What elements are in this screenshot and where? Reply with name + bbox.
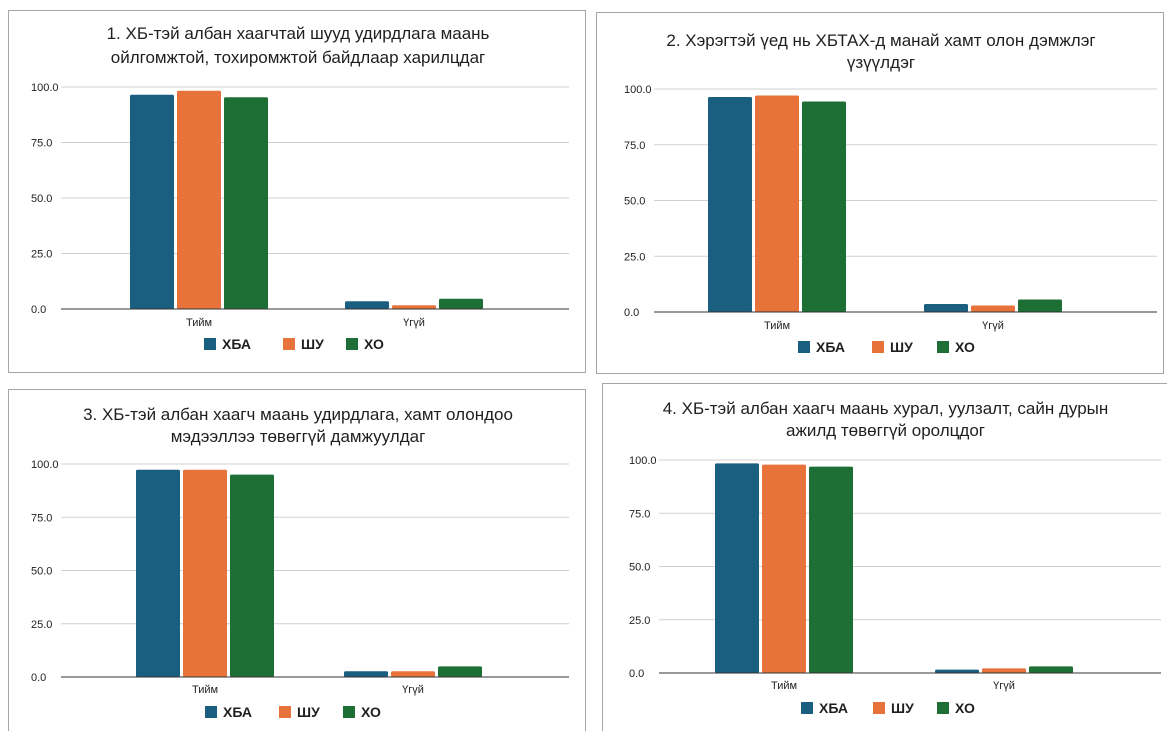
legend-swatch-хо <box>937 341 949 353</box>
bar-үгүй-шу <box>982 668 1026 673</box>
legend-swatch-шу <box>873 702 885 714</box>
bar-тийм-хба <box>130 94 174 310</box>
bar-үгүй-хба <box>924 303 968 312</box>
legend-label: ШУ <box>301 336 324 352</box>
y-tick-label: 50.0 <box>31 193 52 205</box>
legend-swatch-шу <box>283 338 295 350</box>
legend-label: ХО <box>955 339 975 355</box>
bar-chart: 2. Хэрэгтэй үед нь ХБТАХ-д манай хамт ол… <box>624 31 1157 355</box>
y-tick-label: 75.0 <box>31 138 52 150</box>
y-tick-label: 50.0 <box>629 562 650 574</box>
chart-title-line: үзүүлдэг <box>847 53 915 72</box>
y-tick-label: 100.0 <box>629 455 657 467</box>
legend-swatch-хба <box>205 706 217 718</box>
y-tick-label: 75.0 <box>624 140 645 152</box>
bar-үгүй-хо <box>439 298 483 309</box>
bar-үгүй-шу <box>392 305 436 309</box>
y-tick-label: 100.0 <box>624 84 652 96</box>
legend-swatch-хба <box>798 341 810 353</box>
legend-swatch-хба <box>801 702 813 714</box>
bar-тийм-шу <box>755 95 799 312</box>
chart-title-line: 2. Хэрэгтэй үед нь ХБТАХ-д манай хамт ол… <box>666 31 1095 50</box>
x-tick-label: Тийм <box>764 320 790 332</box>
bar-тийм-хба <box>715 463 759 673</box>
legend-swatch-шу <box>872 341 884 353</box>
bar-үгүй-шу <box>971 305 1015 312</box>
y-tick-label: 75.0 <box>629 508 650 520</box>
bar-үгүй-хба <box>345 301 389 309</box>
bar-тийм-хо <box>809 466 853 673</box>
y-tick-label: 0.0 <box>629 668 644 680</box>
y-tick-label: 100.0 <box>31 459 59 471</box>
legend-swatch-хо <box>937 702 949 714</box>
bar-үгүй-шу <box>391 671 435 677</box>
y-tick-label: 0.0 <box>624 307 639 319</box>
x-tick-label: Үгүй <box>403 317 425 329</box>
x-tick-label: Тийм <box>186 317 212 329</box>
legend-swatch-хба <box>204 338 216 350</box>
legend-label: ХО <box>361 704 381 720</box>
bar-тийм-хба <box>136 469 180 677</box>
chart-title-line: ойлгомжтой, тохиромжтой байдлаар харилцд… <box>111 48 485 67</box>
x-tick-label: Тийм <box>192 684 218 696</box>
bar-үгүй-хо <box>438 666 482 677</box>
bar-тийм-хо <box>230 474 274 677</box>
y-tick-label: 25.0 <box>624 251 645 263</box>
bar-тийм-шу <box>762 464 806 673</box>
legend-swatch-хо <box>343 706 355 718</box>
x-tick-label: Үгүй <box>993 680 1015 692</box>
chart-panel-1: 1. ХБ-тэй албан хаагчтай шууд удирдлага … <box>8 10 586 373</box>
chart-panel-2: 2. Хэрэгтэй үед нь ХБТАХ-д манай хамт ол… <box>596 12 1164 374</box>
bar-тийм-шу <box>177 90 221 309</box>
bar-chart: 3. ХБ-тэй албан хаагч маань удирдлага, х… <box>31 405 569 720</box>
legend-label: ХО <box>364 336 384 352</box>
y-tick-label: 25.0 <box>629 615 650 627</box>
legend-label: ШУ <box>891 700 914 716</box>
y-tick-label: 50.0 <box>31 566 52 578</box>
chart-panel-4: 4. ХБ-тэй албан хаагч маань хурал, уулза… <box>602 383 1167 731</box>
chart-title-line: 3. ХБ-тэй албан хаагч маань удирдлага, х… <box>83 405 513 424</box>
y-tick-label: 0.0 <box>31 304 46 316</box>
bar-үгүй-хо <box>1018 299 1062 312</box>
chart-title-line: 1. ХБ-тэй албан хаагчтай шууд удирдлага … <box>107 24 490 43</box>
chart-title-line: мэдээллээ төвөггүй дамжуулдаг <box>171 427 426 446</box>
y-tick-label: 0.0 <box>31 672 46 684</box>
chart-title-line: 4. ХБ-тэй албан хаагч маань хурал, уулза… <box>663 399 1109 418</box>
legend-label: ШУ <box>890 339 913 355</box>
y-tick-label: 25.0 <box>31 619 52 631</box>
legend-label: ХО <box>955 700 975 716</box>
x-tick-label: Тийм <box>771 680 797 692</box>
bar-үгүй-хо <box>1029 666 1073 673</box>
bar-тийм-шу <box>183 469 227 677</box>
legend-label: ХБА <box>819 700 848 716</box>
legend-label: ХБА <box>223 704 252 720</box>
chart-title-line: ажилд төвөггүй оролцдог <box>786 421 985 440</box>
bar-тийм-хба <box>708 97 752 312</box>
bar-тийм-хо <box>224 97 268 309</box>
chart-panel-3: 3. ХБ-тэй албан хаагч маань удирдлага, х… <box>8 389 586 731</box>
legend-label: ШУ <box>297 704 320 720</box>
x-tick-label: Үгүй <box>402 684 424 696</box>
bar-үгүй-хба <box>935 669 979 673</box>
x-tick-label: Үгүй <box>982 320 1004 332</box>
y-tick-label: 100.0 <box>31 82 59 94</box>
y-tick-label: 25.0 <box>31 249 52 261</box>
legend-label: ХБА <box>222 336 251 352</box>
legend-swatch-хо <box>346 338 358 350</box>
bar-chart: 4. ХБ-тэй албан хаагч маань хурал, уулза… <box>629 399 1161 716</box>
legend-label: ХБА <box>816 339 845 355</box>
bar-тийм-хо <box>802 101 846 312</box>
bar-chart: 1. ХБ-тэй албан хаагчтай шууд удирдлага … <box>31 24 569 352</box>
legend-swatch-шу <box>279 706 291 718</box>
bar-үгүй-хба <box>344 671 388 677</box>
y-tick-label: 75.0 <box>31 512 52 524</box>
y-tick-label: 50.0 <box>624 196 645 208</box>
